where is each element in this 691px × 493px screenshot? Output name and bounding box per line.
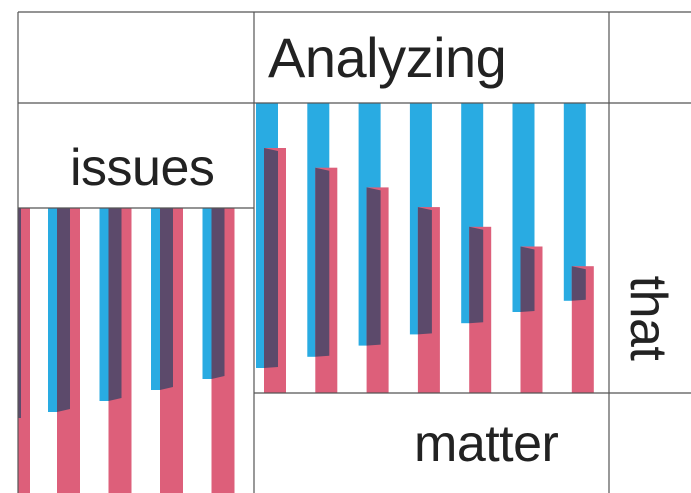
center-overlap <box>366 187 381 346</box>
left-cell-bars <box>18 208 256 493</box>
center-overlap <box>315 167 330 357</box>
left-overlap <box>160 208 173 390</box>
left-overlap <box>108 208 122 401</box>
center-cell-bars <box>256 103 594 393</box>
left-overlap <box>57 208 70 412</box>
center-overlap <box>469 226 484 324</box>
left-cell-clip <box>254 208 256 493</box>
left-overlap <box>18 208 21 418</box>
grid-lines <box>17 11 691 493</box>
word-issues: issues <box>70 139 215 197</box>
center-overlap <box>520 246 535 312</box>
center-blue-bar <box>563 103 586 301</box>
word-analyzing: Analyzing <box>268 26 507 89</box>
center-overlap <box>264 148 278 368</box>
word-matter: matter <box>414 415 559 473</box>
center-overlap <box>571 266 586 301</box>
left-overlap <box>211 208 225 379</box>
center-overlap <box>417 207 432 335</box>
word-that: that <box>619 275 677 361</box>
